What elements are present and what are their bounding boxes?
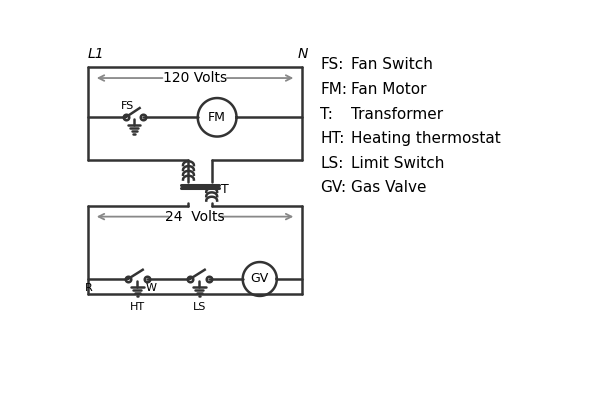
Text: LS:: LS:	[320, 156, 343, 171]
Text: T:: T:	[320, 106, 333, 122]
Text: GV:: GV:	[320, 180, 346, 196]
Text: T: T	[221, 183, 229, 196]
Text: HT:: HT:	[320, 131, 345, 146]
Text: Transformer: Transformer	[351, 106, 443, 122]
Text: W: W	[146, 283, 157, 293]
Text: Limit Switch: Limit Switch	[351, 156, 445, 171]
Text: Fan Motor: Fan Motor	[351, 82, 427, 97]
Text: Heating thermostat: Heating thermostat	[351, 131, 501, 146]
Text: FS:: FS:	[320, 57, 343, 72]
Text: GV: GV	[251, 272, 269, 286]
Text: FS: FS	[120, 101, 134, 111]
Text: LS: LS	[192, 302, 206, 312]
Text: FM: FM	[208, 111, 226, 124]
Text: 24  Volts: 24 Volts	[165, 210, 224, 224]
Text: Gas Valve: Gas Valve	[351, 180, 427, 196]
Text: 120 Volts: 120 Volts	[163, 71, 227, 85]
Text: N: N	[297, 47, 307, 61]
Text: Fan Switch: Fan Switch	[351, 57, 433, 72]
Text: FM:: FM:	[320, 82, 347, 97]
Text: R: R	[86, 283, 93, 293]
Text: HT: HT	[130, 302, 145, 312]
Text: L1: L1	[88, 47, 104, 61]
